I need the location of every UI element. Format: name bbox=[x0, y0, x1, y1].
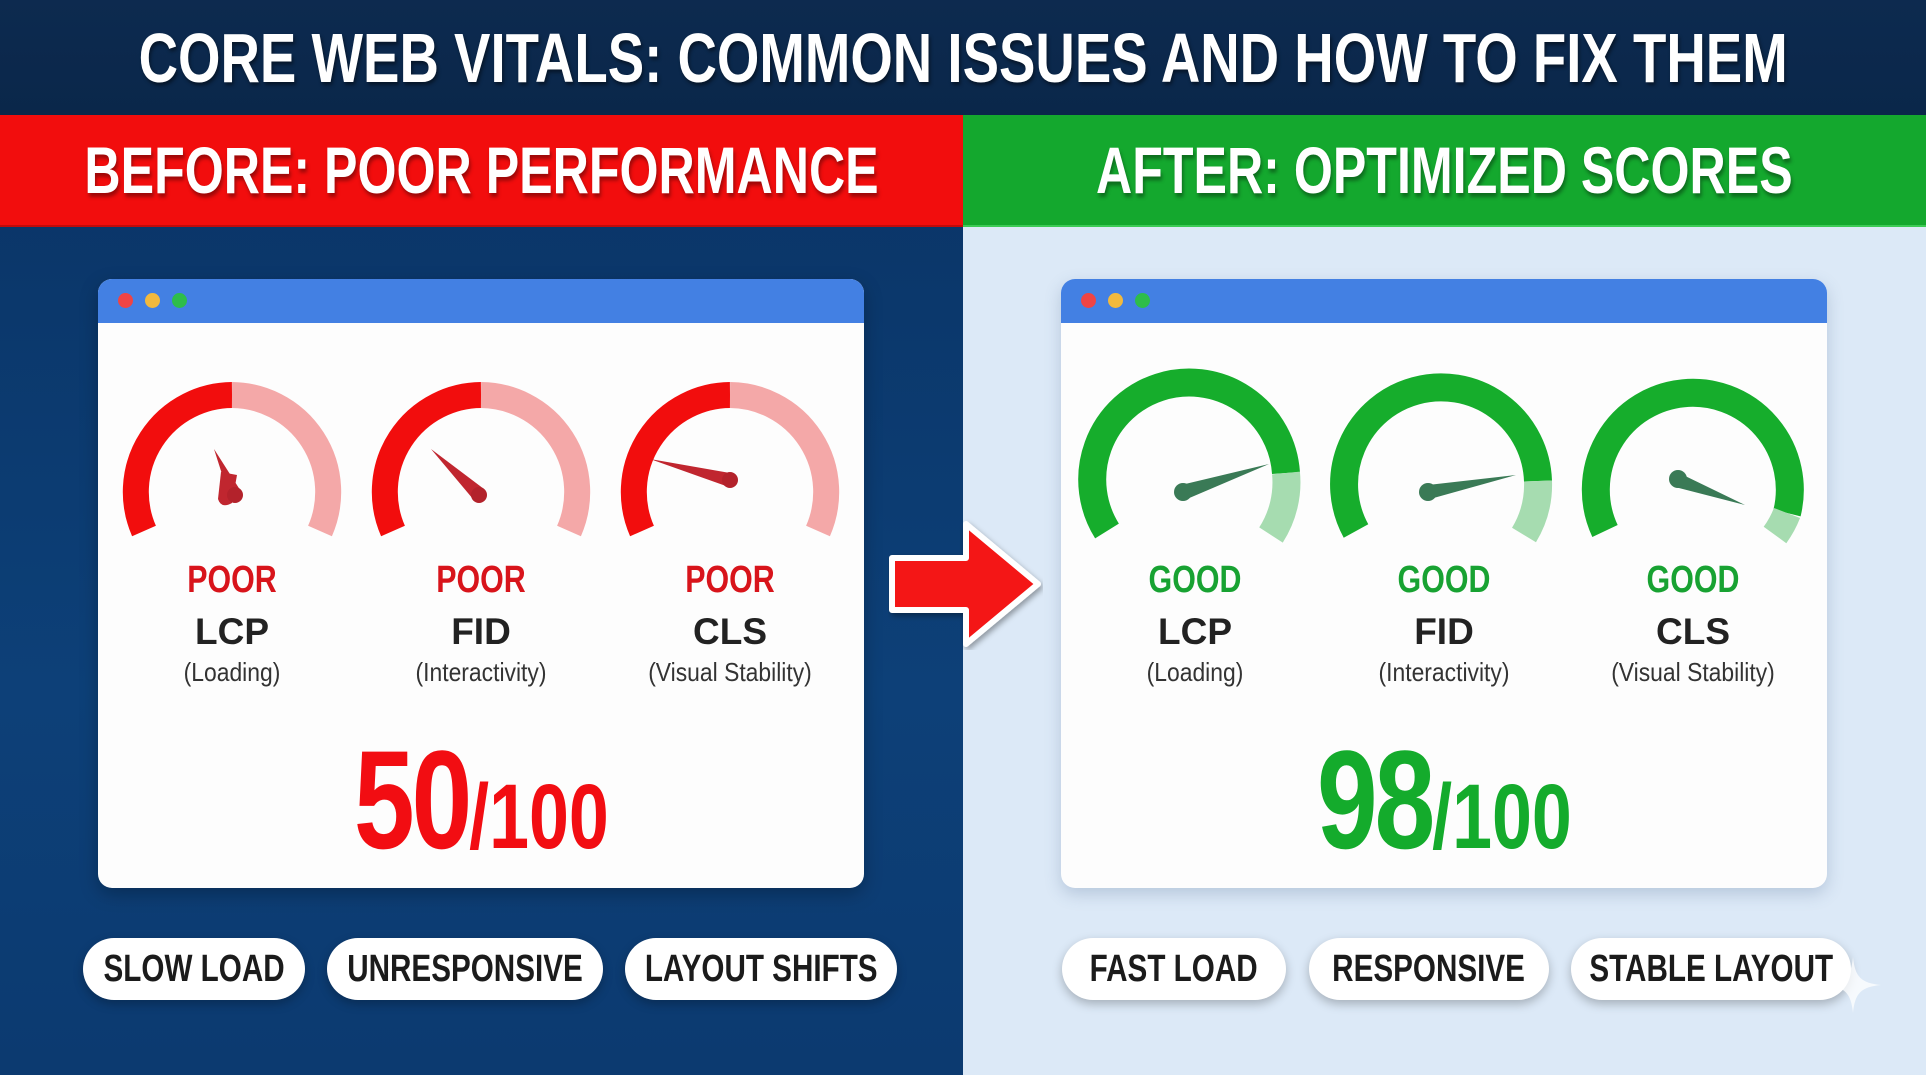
gauge-status: POOR bbox=[436, 559, 526, 601]
pill-layout-shifts: LAYOUT SHIFTS bbox=[625, 938, 897, 1000]
minimize-dot-icon bbox=[1108, 293, 1123, 308]
speedometer-icon bbox=[1330, 373, 1553, 543]
close-dot-icon bbox=[118, 293, 133, 308]
before-browser-window: POOR LCP (Loading) POOR FID (Interactivi… bbox=[98, 279, 864, 888]
before-panel: BEFORE: POOR PERFORMANCE POOR LCP (Loadi… bbox=[0, 115, 963, 1075]
before-header: BEFORE: POOR PERFORMANCE bbox=[0, 115, 963, 227]
after-panel: AFTER: OPTIMIZED SCORES GOOD LCP (Loadin… bbox=[963, 115, 1926, 1075]
after-heading: AFTER: OPTIMIZED SCORES bbox=[1096, 133, 1793, 207]
gauge-cls-after: GOOD CLS (Visual Stability) bbox=[1569, 323, 1817, 713]
after-pills: FAST LOAD RESPONSIVE STABLE LAYOUT bbox=[963, 938, 1926, 1002]
gauge-subtitle: (Interactivity) bbox=[415, 657, 547, 687]
speedometer-icon bbox=[122, 382, 342, 537]
gauge-subtitle: (Loading) bbox=[183, 657, 281, 687]
after-gauges: GOOD LCP (Loading) GOOD FID (Interactivi… bbox=[1061, 323, 1827, 713]
pill-fast-load: FAST LOAD bbox=[1062, 938, 1286, 1000]
gauge-subtitle: (Loading) bbox=[1146, 657, 1244, 687]
browser-title-bar bbox=[98, 279, 864, 323]
speedometer-icon bbox=[1078, 368, 1301, 543]
after-header: AFTER: OPTIMIZED SCORES bbox=[963, 115, 1926, 227]
speedometer-icon bbox=[371, 382, 591, 537]
right-arrow-icon bbox=[889, 521, 1041, 647]
gauge-fid-before: POOR FID (Interactivity) bbox=[357, 323, 605, 713]
gauge-lcp-after: GOOD LCP (Loading) bbox=[1071, 323, 1319, 713]
gauge-subtitle: (Interactivity) bbox=[1378, 657, 1510, 687]
maximize-dot-icon bbox=[1135, 293, 1150, 308]
gauge-status: GOOD bbox=[1646, 559, 1740, 601]
gauge-metric: CLS bbox=[693, 611, 767, 652]
score-value: 98 bbox=[1316, 721, 1435, 878]
gauge-lcp-before: POOR LCP (Loading) bbox=[108, 323, 356, 713]
gauge-metric: FID bbox=[1414, 611, 1474, 652]
gauge-status: POOR bbox=[685, 559, 775, 601]
gauge-metric: FID bbox=[451, 611, 511, 652]
pill-stable-layout: STABLE LAYOUT bbox=[1571, 938, 1851, 1000]
browser-title-bar bbox=[1061, 279, 1827, 323]
maximize-dot-icon bbox=[172, 293, 187, 308]
gauge-status: GOOD bbox=[1148, 559, 1242, 601]
gauge-subtitle: (Visual Stability) bbox=[1611, 657, 1775, 687]
gauge-status: POOR bbox=[187, 559, 277, 601]
before-pills: SLOW LOAD UNRESPONSIVE LAYOUT SHIFTS bbox=[0, 938, 963, 1002]
after-browser-window: GOOD LCP (Loading) GOOD FID (Interactivi… bbox=[1061, 279, 1827, 888]
gauge-fid-after: GOOD FID (Interactivity) bbox=[1320, 323, 1568, 713]
gauge-cls-before: POOR CLS (Visual Stability) bbox=[606, 323, 854, 713]
speedometer-icon bbox=[1581, 378, 1804, 544]
pill-responsive: RESPONSIVE bbox=[1309, 938, 1549, 1000]
score-value: 50 bbox=[353, 721, 472, 878]
close-dot-icon bbox=[1081, 293, 1096, 308]
before-heading: BEFORE: POOR PERFORMANCE bbox=[84, 133, 879, 207]
after-score: 98/100 bbox=[1061, 719, 1827, 881]
score-max: /100 bbox=[468, 766, 609, 868]
gauge-metric: LCP bbox=[1158, 611, 1232, 652]
title-band: CORE WEB VITALS: COMMON ISSUES AND HOW T… bbox=[0, 0, 1926, 115]
speedometer-icon bbox=[620, 382, 840, 537]
pill-slow-load: SLOW LOAD bbox=[83, 938, 305, 1000]
before-score: 50/100 bbox=[98, 719, 864, 881]
gauge-metric: CLS bbox=[1656, 611, 1730, 652]
score-max: /100 bbox=[1431, 766, 1572, 868]
minimize-dot-icon bbox=[145, 293, 160, 308]
sparkle-icon bbox=[1825, 957, 1881, 1013]
pill-unresponsive: UNRESPONSIVE bbox=[327, 938, 603, 1000]
gauge-metric: LCP bbox=[195, 611, 269, 652]
before-gauges: POOR LCP (Loading) POOR FID (Interactivi… bbox=[98, 323, 864, 713]
page-title: CORE WEB VITALS: COMMON ISSUES AND HOW T… bbox=[138, 18, 1788, 97]
gauge-status: GOOD bbox=[1397, 559, 1491, 601]
gauge-subtitle: (Visual Stability) bbox=[648, 657, 812, 687]
